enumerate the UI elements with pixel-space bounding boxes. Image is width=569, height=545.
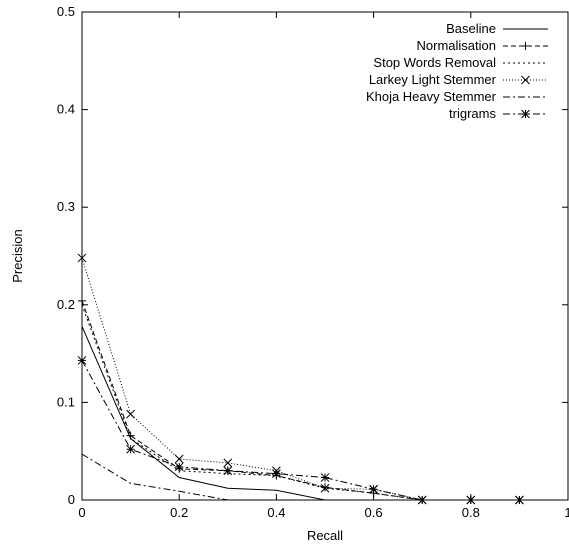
y-tick-label: 0.5 <box>57 4 75 19</box>
legend-marker <box>521 75 530 85</box>
legend: Baseline Normalisation Stop Words Removal L… <box>366 21 548 121</box>
data-point <box>126 409 135 419</box>
legend-label: trigrams <box>449 106 496 121</box>
x-tick-label: 0 <box>78 505 85 520</box>
x-tick-label: 1 <box>564 505 569 520</box>
data-point <box>515 495 524 505</box>
x-axis-title: Recall <box>307 528 343 543</box>
legend-label: Normalisation <box>417 38 496 53</box>
y-tick-label: 0.3 <box>57 199 75 214</box>
series-line <box>81 326 520 501</box>
series-baseline <box>81 326 520 501</box>
legend-label: Khoja Heavy Stemmer <box>366 89 497 104</box>
series-trigrams <box>77 356 524 505</box>
series-layer <box>77 253 524 505</box>
series-line <box>81 300 520 501</box>
series-line <box>81 453 520 501</box>
y-tick-label: 0.1 <box>57 394 75 409</box>
y-tick-label: 0 <box>68 492 75 507</box>
y-axis-ticks: 0 0.1 0.2 0.3 0.4 0.5 <box>57 4 568 507</box>
data-point <box>272 469 281 479</box>
y-tick-label: 0.2 <box>57 297 75 312</box>
data-point <box>320 483 330 493</box>
series-stop-words-removal <box>81 304 520 501</box>
series-larkey-light-stemmer <box>77 253 524 505</box>
legend-label: Baseline <box>446 21 496 36</box>
y-axis-title: Precision <box>10 229 25 282</box>
series-khoja-heavy-stemmer <box>81 453 520 501</box>
data-point <box>78 296 86 305</box>
data-point <box>466 495 476 505</box>
data-point <box>174 462 184 472</box>
x-axis-ticks: 0 0.2 0.4 0.6 0.8 1 <box>78 12 569 520</box>
data-point <box>174 454 184 464</box>
data-point <box>223 466 233 476</box>
data-point <box>369 484 378 494</box>
data-point <box>77 356 87 365</box>
x-tick-label: 0.2 <box>170 505 188 520</box>
x-tick-label: 0.8 <box>462 505 480 520</box>
legend-label: Larkey Light Stemmer <box>369 72 497 87</box>
x-tick-label: 0.4 <box>267 505 285 520</box>
x-tick-label: 0.6 <box>365 505 383 520</box>
data-point <box>126 444 135 454</box>
series-normalisation <box>78 296 524 504</box>
legend-marker <box>521 42 530 50</box>
data-point <box>320 473 330 482</box>
series-line <box>81 257 520 501</box>
data-point <box>223 458 233 468</box>
data-point <box>77 253 87 263</box>
series-line <box>81 360 520 501</box>
series-line <box>81 304 520 501</box>
y-tick-label: 0.4 <box>57 102 75 117</box>
data-point <box>417 495 427 505</box>
data-point <box>126 431 135 440</box>
legend-label: Stop Words Removal <box>373 55 496 70</box>
legend-marker <box>521 109 530 119</box>
